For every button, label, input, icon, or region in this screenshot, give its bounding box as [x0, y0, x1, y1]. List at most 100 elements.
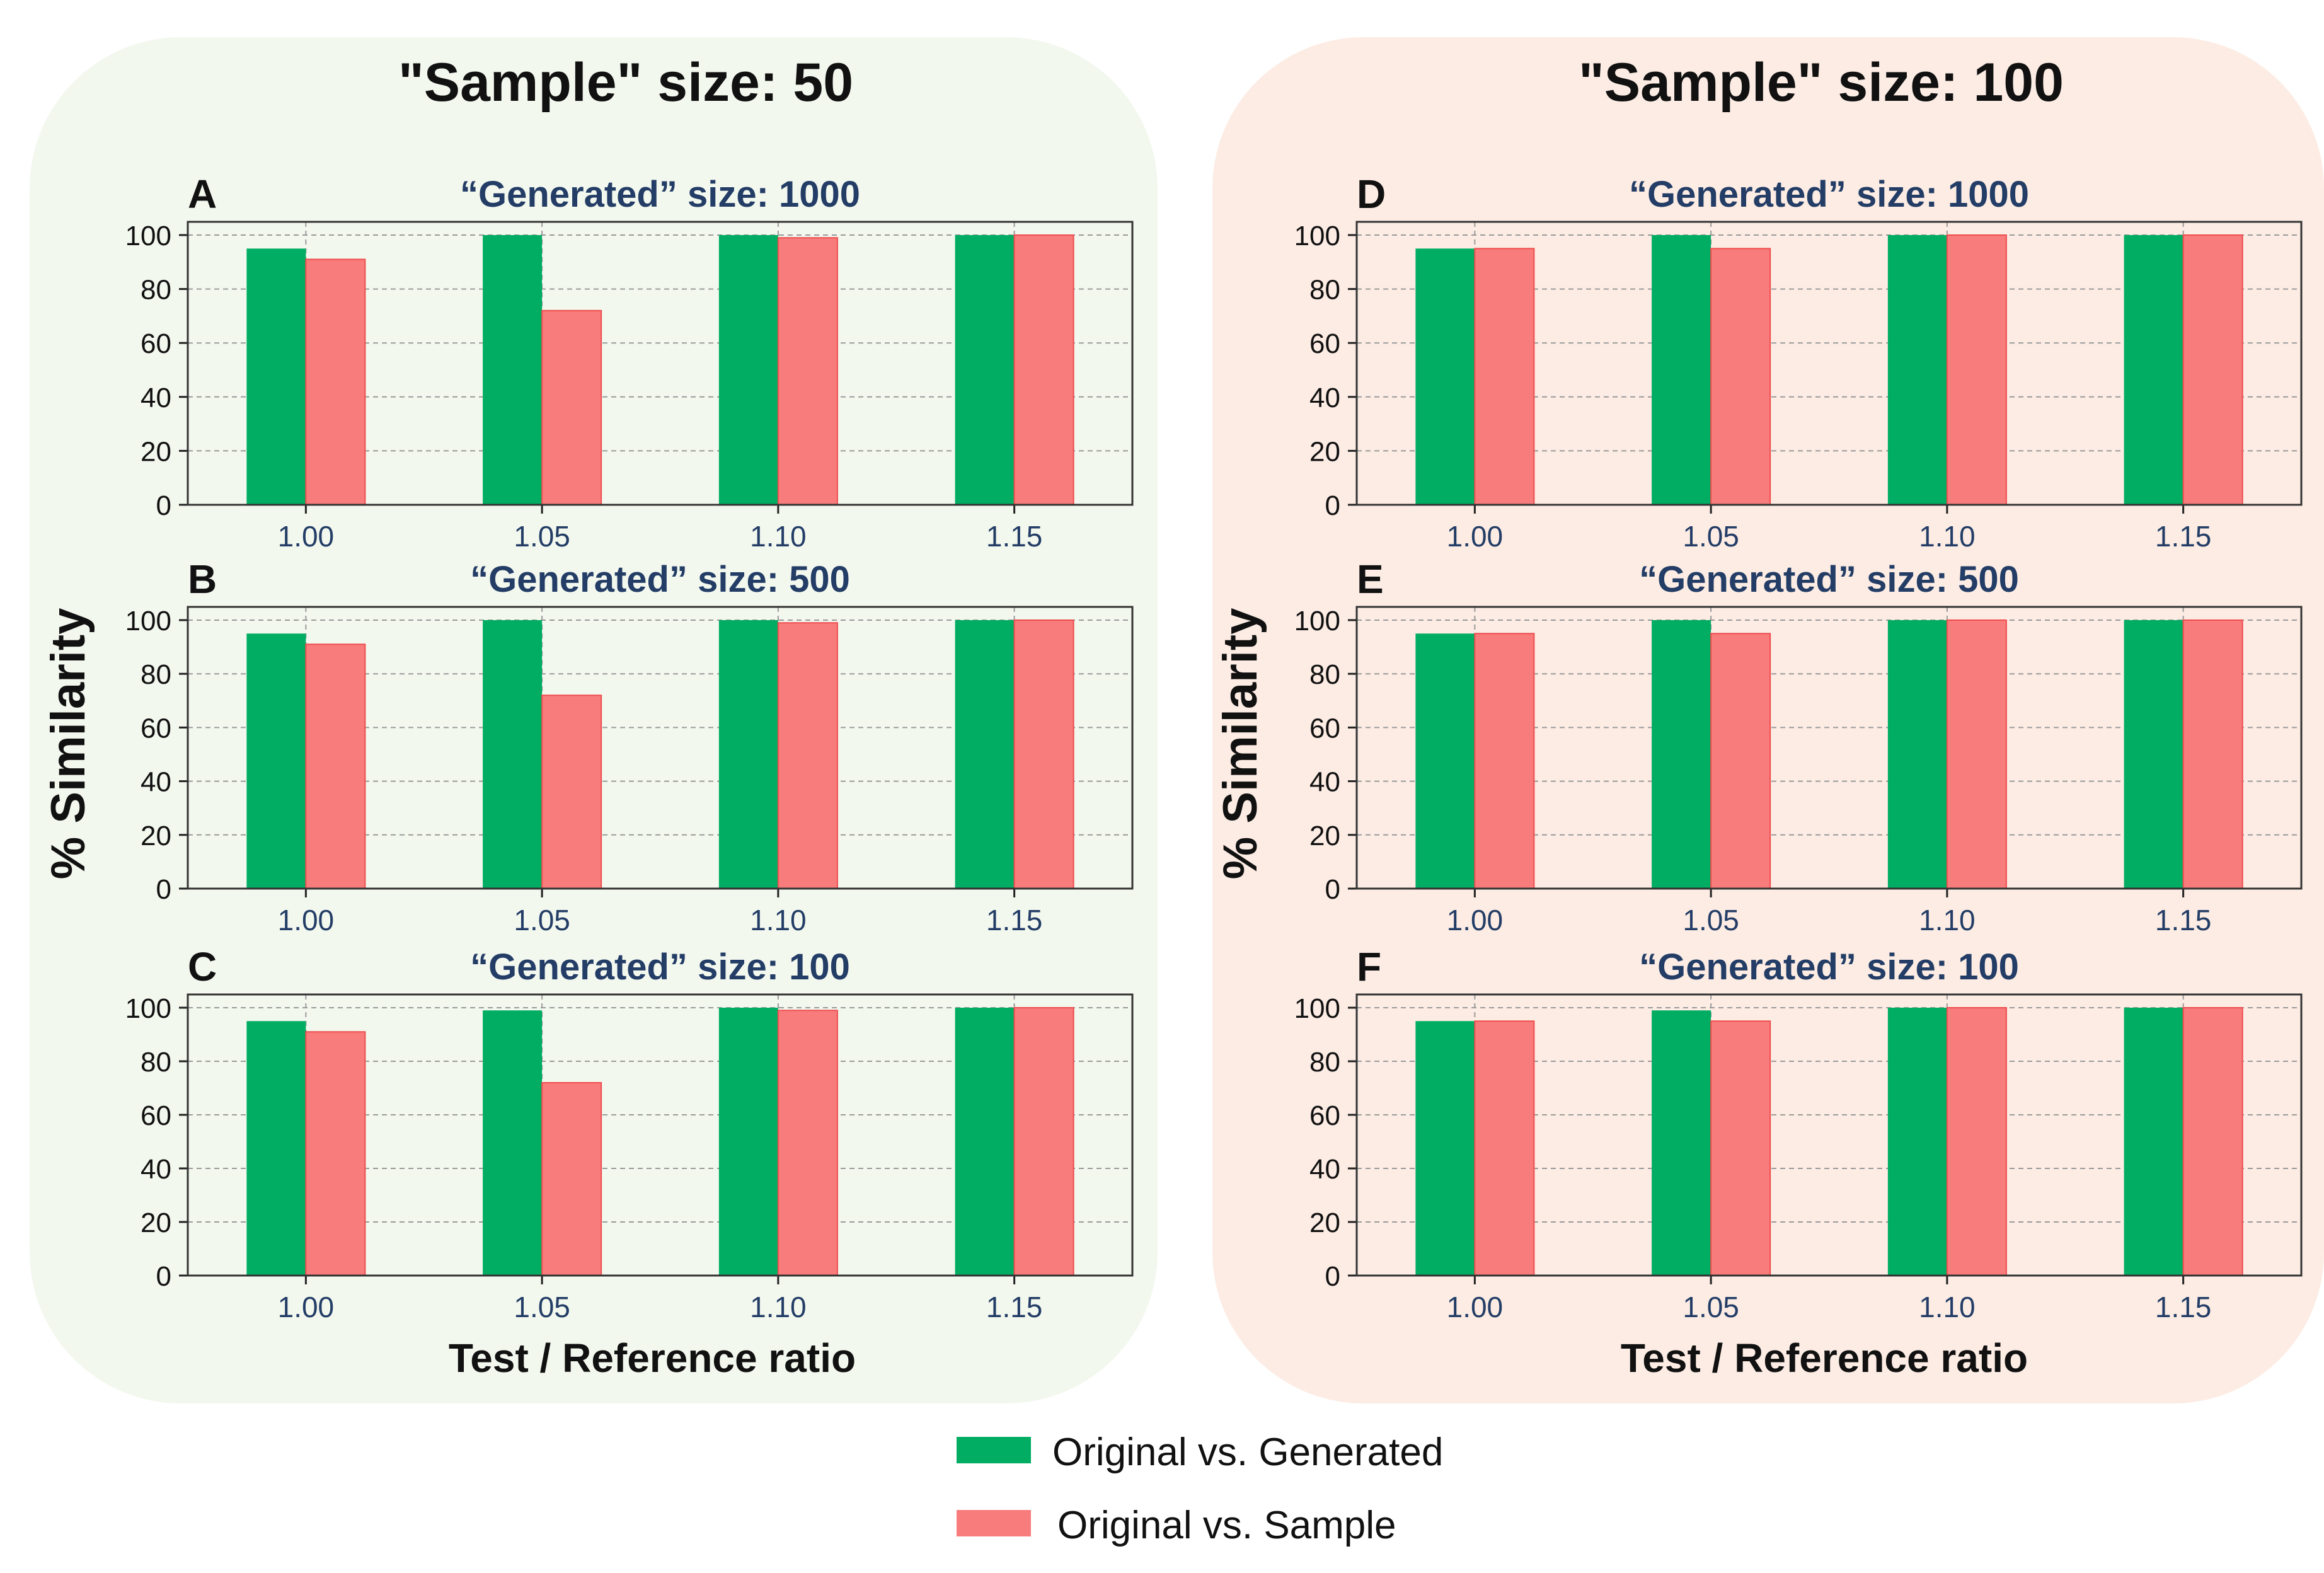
legend-label-generated: Original vs. Generated [1052, 1431, 1444, 1474]
panel-e: 0 20 40 60 80 100 1.00 1.05 1.10 1.15 E “Generated”… [1294, 556, 2303, 936]
bar-sample [1710, 1020, 1771, 1276]
panel-title: “Generated” size: 500 [1639, 559, 2019, 600]
bar-generated [718, 620, 778, 889]
bar-sample [305, 1031, 366, 1276]
x-tick-label: 1.00 [278, 1291, 335, 1323]
bar-sample [777, 237, 838, 505]
bar-sample [305, 643, 366, 890]
panel-title: “Generated” size: 1000 [1629, 174, 2029, 215]
y-tick-label: 0 [1325, 874, 1340, 905]
panel-c: 0 20 40 60 80 100 1.00 1.05 1.10 1.15 C “Generated”… [125, 944, 1134, 1323]
x-tick-label: 1.00 [1447, 520, 1504, 553]
bar-sample [1946, 1007, 2007, 1276]
bar-sample [1946, 234, 2007, 505]
x-tick-label: 1.15 [2155, 1291, 2212, 1323]
y-tick-label: 100 [1294, 993, 1340, 1024]
y-tick-label: 80 [141, 659, 171, 690]
y-tick-label: 40 [1309, 1154, 1340, 1185]
x-tick-label: 1.15 [2155, 904, 2212, 936]
y-tick-label: 20 [141, 436, 171, 467]
x-tick-label: 1.05 [1683, 904, 1739, 936]
bar-sample [2182, 234, 2243, 505]
x-tick-label: 1.15 [986, 520, 1043, 553]
bar-sample [541, 309, 602, 505]
y-tick-label: 40 [141, 1154, 171, 1185]
panel-title: “Generated” size: 100 [470, 947, 850, 988]
bar-generated [483, 235, 543, 505]
legend-label-sample: Original vs. Sample [1057, 1504, 1396, 1547]
bar-sample [1710, 633, 1771, 889]
x-tick-label: 1.00 [1447, 904, 1504, 936]
bar-generated [2124, 620, 2183, 889]
left-x-axis-label: Test / Reference ratio [448, 1335, 856, 1381]
plot-frame [187, 221, 1134, 506]
right-group-title: "Sample" size: 100 [1579, 52, 2064, 113]
y-tick-label: 0 [1325, 490, 1340, 521]
bar-sample [541, 1082, 602, 1276]
y-tick-label: 40 [141, 383, 171, 413]
bar-generated [246, 633, 306, 889]
x-tick-label: 1.00 [278, 904, 335, 936]
panel-b: 0 20 40 60 80 100 1.00 1.05 1.10 1.15 B “Generated”… [125, 556, 1134, 936]
y-tick-label: 20 [141, 1207, 171, 1238]
panel-letter: B [188, 556, 217, 602]
x-tick-label: 1.10 [1919, 904, 1976, 936]
panel-title: “Generated” size: 500 [470, 559, 850, 600]
bar-generated [718, 235, 778, 505]
y-tick-label: 20 [141, 821, 171, 851]
panel-f: 0 20 40 60 80 100 1.00 1.05 1.10 1.15 F “Generated”… [1294, 944, 2303, 1323]
y-tick-label: 100 [125, 221, 171, 251]
bar-generated [955, 235, 1015, 505]
bar-generated [1652, 1010, 1711, 1276]
panel-letter: A [188, 171, 217, 217]
x-tick-label: 1.05 [514, 1291, 570, 1323]
plot-frame [1355, 606, 2303, 890]
bar-generated [1652, 235, 1711, 505]
legend-swatch-sample [957, 1510, 1031, 1536]
bar-sample [1013, 619, 1074, 889]
x-tick-label: 1.10 [750, 904, 807, 936]
x-tick-label: 1.15 [986, 1291, 1043, 1323]
legend-swatch-generated [957, 1437, 1031, 1463]
y-tick-label: 0 [156, 1261, 171, 1292]
y-tick-label: 100 [125, 993, 171, 1024]
bar-sample [1474, 248, 1535, 505]
right-x-axis-label: Test / Reference ratio [1620, 1335, 2028, 1381]
bar-generated [1415, 1021, 1475, 1276]
panel-title: “Generated” size: 100 [1639, 947, 2019, 988]
y-tick-label: 60 [1309, 328, 1340, 359]
x-tick-label: 1.10 [1919, 520, 1976, 553]
y-tick-label: 0 [156, 490, 171, 521]
bar-generated [2124, 1008, 2183, 1276]
x-tick-label: 1.15 [2155, 520, 2212, 553]
bar-generated [1887, 620, 1947, 889]
bar-generated [1415, 248, 1475, 505]
bar-sample [1013, 234, 1074, 505]
bar-generated [1887, 235, 1947, 505]
y-tick-label: 60 [141, 1100, 171, 1131]
bar-sample [1946, 619, 2007, 889]
y-tick-label: 100 [125, 606, 171, 637]
panel-letter: F [1357, 944, 1381, 989]
y-tick-label: 60 [1309, 713, 1340, 744]
bar-generated [955, 620, 1015, 889]
bar-generated [483, 1010, 543, 1276]
y-tick-label: 0 [1325, 1261, 1340, 1292]
bar-generated [955, 1008, 1015, 1276]
x-tick-label: 1.00 [278, 520, 335, 553]
y-tick-label: 100 [1294, 606, 1340, 637]
y-tick-label: 60 [141, 713, 171, 744]
panel-title: “Generated” size: 1000 [460, 174, 860, 215]
x-tick-label: 1.00 [1447, 1291, 1504, 1323]
bar-sample [1474, 1020, 1535, 1276]
y-tick-label: 60 [1309, 1100, 1340, 1131]
bar-generated [718, 1008, 778, 1276]
plot-frame [187, 993, 1134, 1277]
bar-sample [777, 622, 838, 889]
panel-letter: E [1357, 556, 1384, 602]
y-tick-label: 80 [1309, 275, 1340, 306]
panel-d: 0 20 40 60 80 100 1.00 1.05 1.10 1.15 D “Generated”… [1294, 171, 2303, 553]
bar-sample [777, 1010, 838, 1276]
bar-sample [2182, 1007, 2243, 1276]
